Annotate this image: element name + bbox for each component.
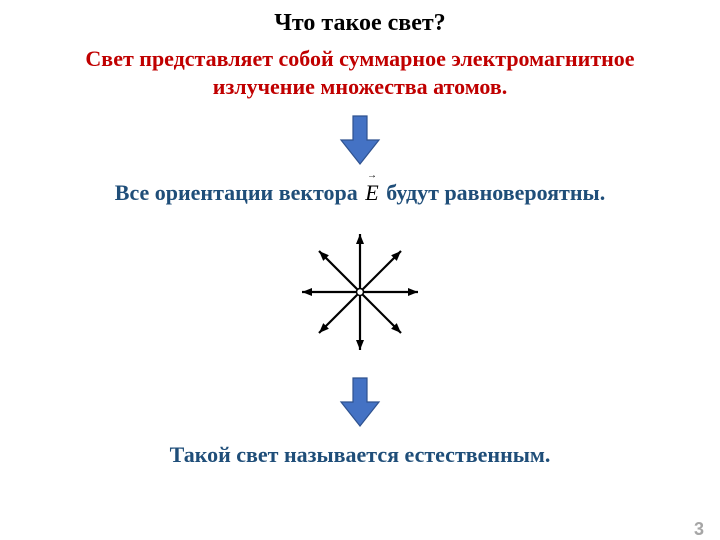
down-arrow-icon bbox=[339, 114, 381, 166]
down-arrow-icon bbox=[339, 376, 381, 428]
arrow-down-2 bbox=[0, 376, 720, 428]
vector-letter: E bbox=[365, 180, 378, 205]
arrow-down-1 bbox=[0, 114, 720, 166]
page-number: 3 bbox=[694, 519, 704, 540]
mid-prefix: Все ориентации вектора bbox=[115, 180, 358, 205]
slide-subtitle: Свет представляет собой суммарное электр… bbox=[0, 45, 720, 100]
vector-arrow-icon: → bbox=[367, 170, 377, 181]
vector-symbol: → E bbox=[363, 180, 380, 206]
star-diagram bbox=[0, 222, 720, 362]
radial-arrows-icon bbox=[290, 222, 430, 362]
slide-title: Что такое свет? bbox=[0, 10, 720, 37]
bottom-text: Такой свет называется естественным. bbox=[0, 442, 720, 468]
slide: Что такое свет? Свет представляет собой … bbox=[0, 10, 720, 540]
mid-suffix: будут равновероятны. bbox=[386, 180, 605, 205]
mid-text: Все ориентации вектора → E будут равнове… bbox=[0, 180, 720, 206]
